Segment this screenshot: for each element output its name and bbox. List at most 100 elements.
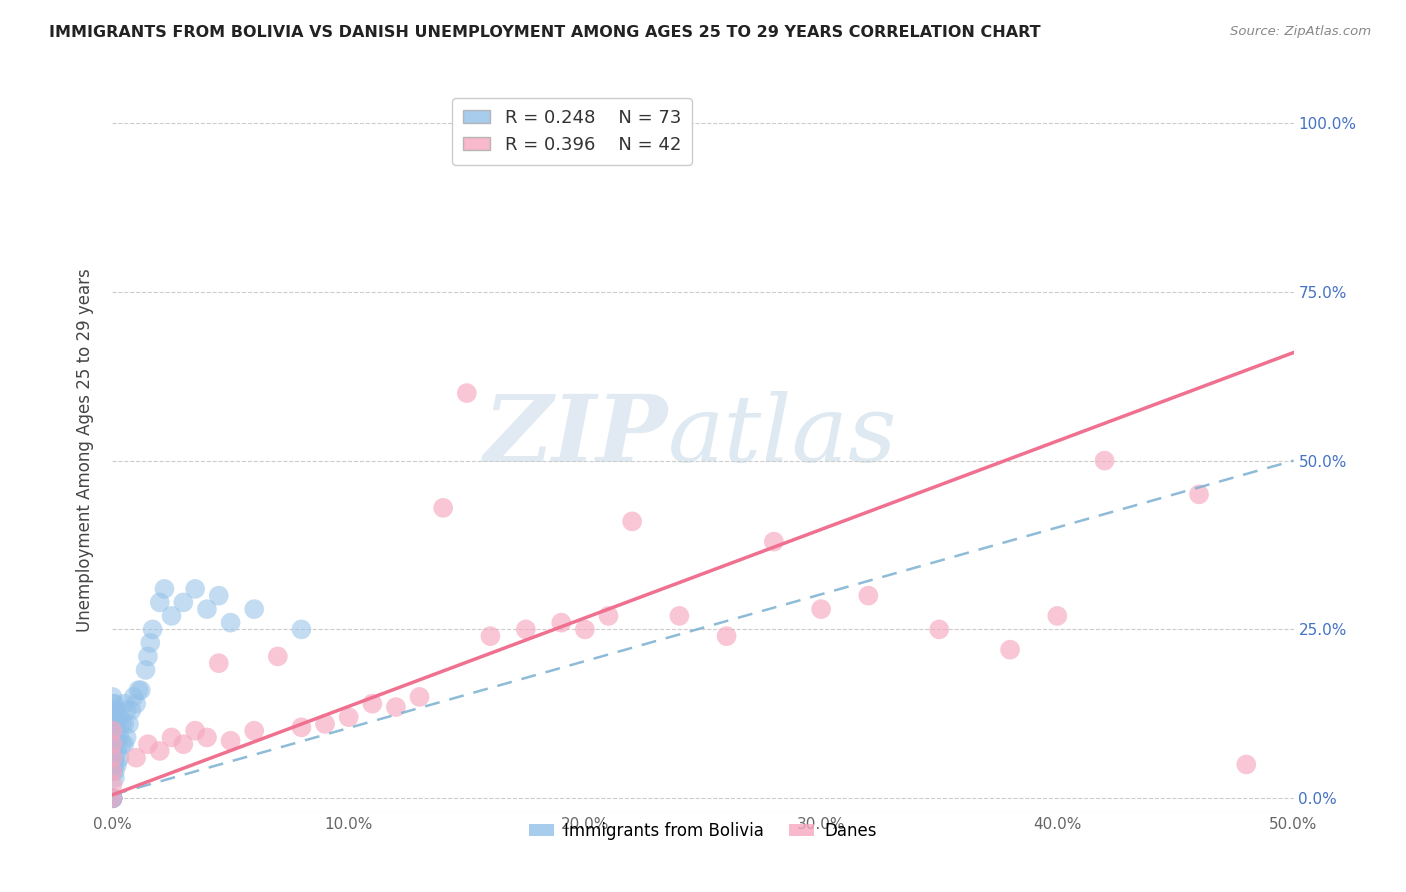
Point: [112, 737, 135, 751]
Point: [515, 623, 537, 637]
Point: [129, 683, 152, 698]
Point: [105, 731, 128, 745]
Point: [550, 615, 572, 630]
Point: [290, 720, 312, 734]
Point: [101, 737, 124, 751]
Point: [243, 602, 266, 616]
Point: [122, 690, 145, 704]
Point: [135, 663, 157, 677]
Point: [314, 717, 336, 731]
Text: atlas: atlas: [668, 391, 897, 481]
Point: [101, 791, 124, 805]
Point: [928, 623, 950, 637]
Point: [101, 791, 124, 805]
Point: [115, 731, 138, 745]
Point: [456, 386, 478, 401]
Point: [101, 764, 124, 779]
Point: [408, 690, 430, 704]
Point: [598, 608, 620, 623]
Point: [105, 744, 128, 758]
Point: [101, 720, 124, 734]
Point: [621, 514, 644, 528]
Point: [337, 710, 360, 724]
Point: [104, 723, 127, 738]
Point: [1234, 757, 1257, 772]
Point: [184, 582, 207, 596]
Point: [101, 791, 124, 805]
Point: [101, 778, 124, 792]
Point: [195, 731, 218, 745]
Point: [668, 608, 690, 623]
Text: Source: ZipAtlas.com: Source: ZipAtlas.com: [1230, 25, 1371, 38]
Point: [101, 727, 124, 741]
Legend: Immigrants from Bolivia, Danes: Immigrants from Bolivia, Danes: [523, 815, 883, 847]
Point: [762, 534, 785, 549]
Point: [101, 717, 124, 731]
Point: [104, 737, 127, 751]
Point: [101, 791, 124, 805]
Point: [149, 595, 172, 609]
Point: [1094, 453, 1116, 467]
Point: [118, 717, 141, 731]
Point: [108, 750, 131, 764]
Point: [101, 734, 124, 748]
Point: [479, 629, 502, 643]
Point: [267, 649, 290, 664]
Point: [127, 683, 149, 698]
Point: [858, 589, 880, 603]
Point: [104, 757, 127, 772]
Point: [432, 500, 454, 515]
Point: [139, 636, 162, 650]
Point: [108, 710, 131, 724]
Point: [108, 731, 131, 745]
Point: [104, 764, 127, 779]
Point: [101, 791, 124, 805]
Text: ZIP: ZIP: [484, 391, 668, 481]
Point: [101, 737, 124, 751]
Point: [105, 757, 128, 772]
Point: [101, 754, 124, 768]
Point: [104, 771, 127, 785]
Point: [101, 710, 124, 724]
Point: [160, 608, 183, 623]
Point: [112, 697, 135, 711]
Point: [184, 723, 207, 738]
Point: [1046, 608, 1069, 623]
Point: [101, 703, 124, 717]
Point: [1188, 487, 1211, 501]
Point: [172, 595, 194, 609]
Point: [115, 703, 138, 717]
Point: [101, 690, 124, 704]
Point: [111, 717, 134, 731]
Point: [101, 750, 124, 764]
Point: [101, 761, 124, 775]
Point: [105, 703, 128, 717]
Point: [142, 623, 165, 637]
Point: [101, 764, 124, 779]
Point: [101, 791, 124, 805]
Point: [104, 710, 127, 724]
Point: [172, 737, 194, 751]
Point: [101, 750, 124, 764]
Point: [105, 717, 128, 731]
Point: [136, 737, 159, 751]
Point: [101, 747, 124, 762]
Point: [101, 731, 124, 745]
Point: [136, 649, 159, 664]
Point: [716, 629, 738, 643]
Point: [160, 731, 183, 745]
Point: [810, 602, 832, 616]
Point: [195, 602, 218, 616]
Point: [361, 697, 384, 711]
Point: [290, 623, 312, 637]
Point: [104, 697, 127, 711]
Point: [120, 703, 142, 717]
Point: [101, 791, 124, 805]
Point: [111, 737, 134, 751]
Point: [101, 714, 124, 728]
Point: [101, 791, 124, 805]
Point: [101, 757, 124, 772]
Point: [101, 791, 124, 805]
Point: [153, 582, 176, 596]
Point: [219, 615, 242, 630]
